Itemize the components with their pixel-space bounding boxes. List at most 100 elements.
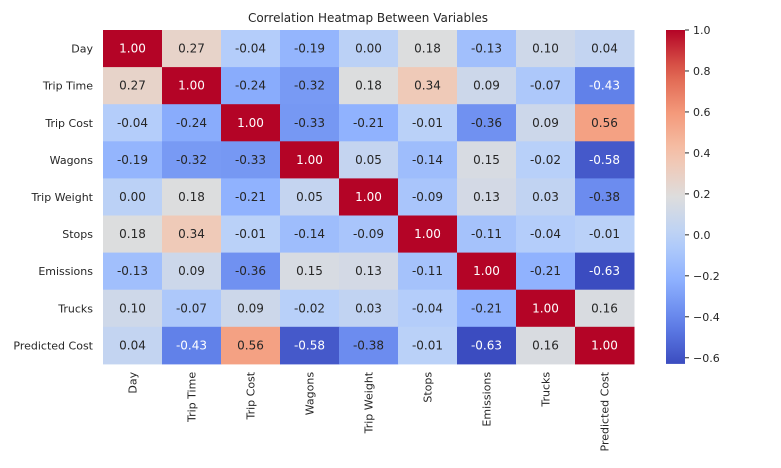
cell-value-label: -0.33	[294, 116, 325, 130]
cell-value-label: 0.56	[237, 338, 264, 352]
cell-value-label: -0.02	[530, 153, 561, 167]
heatmap-cell	[339, 252, 399, 291]
cell-value-label: 0.13	[473, 190, 500, 204]
cell-value-label: 0.10	[119, 301, 146, 315]
heatmap-cell	[575, 289, 635, 328]
colorbar-tick-label: 0.0	[693, 229, 711, 242]
heatmap-cell	[457, 30, 517, 68]
heatmap-cell	[516, 215, 576, 254]
column-tick-label: Trip Time	[186, 372, 199, 423]
heatmap-cell	[162, 30, 222, 68]
cell-value-label: -0.32	[176, 153, 207, 167]
heatmap-cell	[280, 30, 340, 68]
heatmap-cell	[457, 178, 517, 216]
cell-value-label: 0.09	[178, 264, 205, 278]
column-tick-label: Wagons	[304, 372, 317, 416]
heatmap-cell	[398, 326, 458, 365]
colorbar-tick-label: 0.4	[693, 147, 711, 160]
heatmap-cell	[457, 215, 517, 254]
colorbar-tick-label: 0.8	[693, 65, 711, 78]
heatmap-cell	[575, 30, 635, 68]
heatmap-cell	[457, 326, 517, 365]
cell-value-label: 0.04	[591, 42, 618, 56]
heatmap-cell	[457, 289, 517, 328]
row-tick-label: Predicted Cost	[13, 339, 93, 352]
cell-value-label: -0.24	[235, 79, 266, 93]
heatmap-cell	[575, 215, 635, 254]
heatmap-cell	[339, 215, 399, 254]
heatmap-cell	[398, 30, 458, 68]
heatmap-cell	[339, 326, 399, 365]
cell-value-label: 1.00	[178, 79, 205, 93]
cell-value-label: 0.13	[355, 264, 382, 278]
heatmap-cell	[162, 178, 222, 216]
heatmap-cells: 1.00 0.27 -0.04 -0.19 0.00 0.18 -0.13 0.10 0.04 0…	[103, 30, 635, 365]
heatmap-cell	[339, 30, 399, 68]
heatmap-cell	[103, 141, 163, 179]
heatmap-cell	[280, 104, 340, 142]
heatmap-cell	[162, 141, 222, 179]
cell-value-label: -0.11	[471, 227, 502, 241]
heatmap-cell	[457, 104, 517, 142]
cell-value-label: 0.09	[473, 79, 500, 93]
row-tick-label: Trip Time	[42, 80, 93, 93]
heatmap-cell	[575, 104, 635, 142]
cell-value-label: -0.01	[235, 227, 266, 241]
cell-value-label: -0.11	[412, 264, 443, 278]
cell-value-label: -0.63	[471, 338, 502, 352]
heatmap-cell	[516, 30, 576, 68]
cell-value-label: -0.36	[471, 116, 502, 130]
cell-value-label: 0.56	[591, 116, 618, 130]
row-tick-label: Trip Weight	[31, 191, 94, 204]
heatmap-cell	[339, 67, 399, 105]
cell-value-label: 0.04	[119, 338, 146, 352]
cell-value-label: 1.00	[355, 190, 382, 204]
cell-value-label: -0.04	[235, 42, 266, 56]
heatmap-cell	[162, 252, 222, 291]
heatmap-cell	[221, 30, 281, 68]
heatmap-cell	[575, 141, 635, 179]
cell-value-label: 0.18	[178, 190, 205, 204]
heatmap-cell	[103, 215, 163, 254]
cell-value-label: 0.18	[119, 227, 146, 241]
heatmap-cell	[516, 104, 576, 142]
cell-value-label: -0.02	[294, 301, 325, 315]
cell-value-label: 0.27	[119, 79, 146, 93]
cell-value-label: 0.18	[414, 42, 441, 56]
cell-value-label: 0.27	[178, 42, 205, 56]
heatmap-cell	[103, 67, 163, 105]
cell-value-label: -0.63	[589, 264, 620, 278]
heatmap-cell	[575, 178, 635, 216]
cell-value-label: -0.58	[294, 338, 325, 352]
row-tick-label: Day	[71, 43, 93, 56]
cell-value-label: -0.36	[235, 264, 266, 278]
heatmap-cell	[280, 141, 340, 179]
heatmap-cell	[103, 30, 163, 68]
row-tick-label: Stops	[62, 228, 93, 241]
heatmap-cell	[162, 289, 222, 328]
row-tick-label: Wagons	[50, 154, 94, 167]
cell-value-label: -0.13	[471, 42, 502, 56]
column-tick-label: Trip Cost	[245, 371, 258, 420]
cell-value-label: -0.21	[235, 190, 266, 204]
heatmap-cell	[398, 252, 458, 291]
heatmap-cell	[280, 178, 340, 216]
heatmap-cell	[280, 252, 340, 291]
heatmap-cell	[575, 252, 635, 291]
cell-value-label: 1.00	[296, 153, 323, 167]
cell-value-label: -0.07	[530, 79, 561, 93]
column-tick-label: Stops	[422, 372, 435, 403]
cell-value-label: -0.32	[294, 79, 325, 93]
heatmap-cell	[457, 252, 517, 291]
cell-value-label: -0.07	[176, 301, 207, 315]
heatmap-cell	[575, 67, 635, 105]
column-tick-label: Predicted Cost	[599, 371, 612, 451]
cell-value-label: -0.01	[412, 116, 443, 130]
cell-value-label: -0.04	[530, 227, 561, 241]
heatmap-cell	[103, 326, 163, 365]
heatmap-cell	[280, 289, 340, 328]
cell-value-label: -0.21	[471, 301, 502, 315]
cell-value-label: 0.15	[473, 153, 500, 167]
heatmap-cell	[221, 289, 281, 328]
